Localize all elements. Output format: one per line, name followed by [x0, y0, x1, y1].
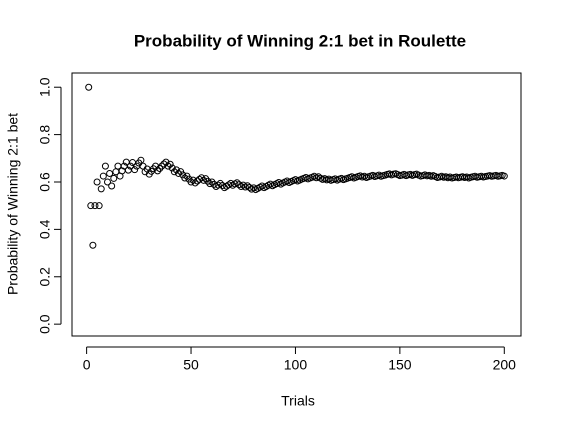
point: [233, 179, 241, 187]
plot-box: [71, 72, 522, 337]
y-tick-label: 0.4: [37, 219, 53, 239]
point: [200, 176, 208, 184]
chart-title: Probability of Winning 2:1 bet in Roulet…: [134, 31, 466, 50]
point: [162, 158, 170, 166]
point: [181, 174, 189, 182]
point: [164, 162, 172, 170]
point: [104, 178, 112, 186]
point: [214, 181, 222, 189]
y-tick-label: 1.0: [37, 77, 53, 97]
x-tick-label: 50: [183, 357, 199, 373]
point: [139, 162, 147, 170]
point: [93, 178, 101, 186]
x-tick-label: 150: [388, 357, 412, 373]
point: [137, 156, 145, 164]
y-tick-label: 0.6: [37, 172, 53, 192]
point: [101, 162, 109, 170]
point: [97, 185, 105, 193]
y-tick-label: 0.0: [37, 314, 53, 334]
x-tick-label: 200: [493, 357, 517, 373]
point: [131, 166, 139, 174]
point: [239, 181, 247, 189]
point: [108, 182, 116, 190]
point: [156, 164, 164, 172]
point: [204, 177, 212, 185]
x-axis-label: Trials: [281, 393, 315, 409]
point: [89, 241, 97, 249]
point: [208, 178, 216, 186]
point: [85, 83, 93, 91]
point: [168, 164, 176, 172]
point: [191, 179, 199, 187]
x-tick-label: 0: [83, 357, 91, 373]
point: [175, 169, 183, 177]
point: [216, 179, 224, 187]
point: [166, 160, 174, 168]
point: [235, 181, 243, 189]
point: [310, 172, 318, 180]
point: [154, 167, 162, 175]
y-axis-label: Probability of Winning 2:1 bet: [5, 113, 21, 295]
point: [106, 169, 114, 177]
point: [87, 202, 95, 210]
point: [91, 202, 99, 210]
y-tick-label: 0.8: [37, 125, 53, 145]
point: [95, 202, 103, 210]
point: [206, 180, 214, 188]
x-tick-label: 100: [284, 357, 308, 373]
point: [110, 174, 118, 182]
point: [172, 166, 180, 174]
point: [243, 182, 251, 190]
point: [500, 172, 508, 180]
point: [99, 172, 107, 180]
y-tick-label: 0.2: [37, 267, 53, 287]
point: [246, 183, 254, 191]
